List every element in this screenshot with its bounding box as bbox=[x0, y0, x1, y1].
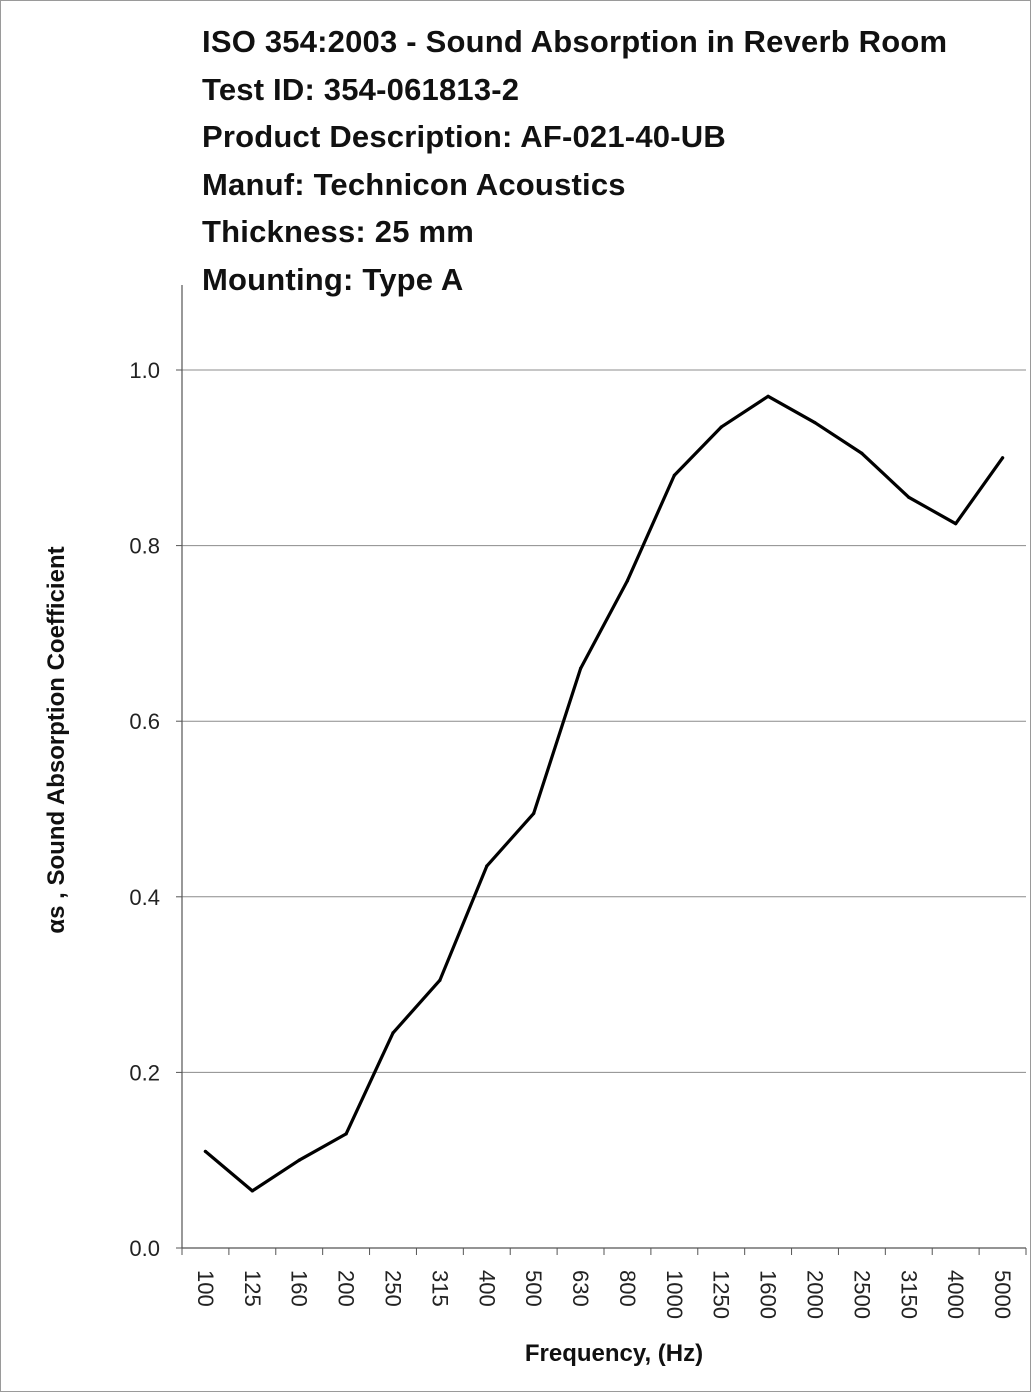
data-point bbox=[578, 666, 583, 671]
x-tick-label: 160 bbox=[287, 1270, 312, 1307]
x-tick-label: 125 bbox=[240, 1270, 265, 1307]
data-point bbox=[203, 1149, 208, 1154]
axes bbox=[176, 285, 1027, 1255]
x-tick-label: 250 bbox=[381, 1270, 406, 1307]
header-thickness: Thickness: 25 mm bbox=[202, 214, 474, 249]
data-point bbox=[485, 864, 489, 868]
data-point bbox=[391, 1031, 395, 1035]
data-point bbox=[250, 1189, 254, 1193]
x-tick-label: 400 bbox=[474, 1270, 499, 1307]
header-title: ISO 354:2003 - Sound Absorption in Rever… bbox=[202, 24, 948, 59]
grid-lines bbox=[182, 369, 1026, 1073]
data-point bbox=[813, 421, 817, 425]
x-tick-label: 630 bbox=[568, 1270, 593, 1307]
x-tick-label: 100 bbox=[193, 1270, 218, 1307]
x-tick-label: 2000 bbox=[803, 1270, 828, 1319]
header-mounting: Mounting: Type A bbox=[202, 261, 464, 297]
data-point bbox=[954, 522, 958, 526]
y-tick-labels: 0.0 0.2 0.4 0.6 0.8 1.0 bbox=[129, 358, 160, 1261]
x-tick-labels: 100 125 160 200 250 315 400 500 630 800 1000 1250 16… bbox=[193, 1270, 1015, 1319]
data-point bbox=[532, 811, 536, 815]
header-manufacturer: Manuf: Technicon Acoustics bbox=[202, 166, 626, 202]
y-tick-label: 0.8 bbox=[129, 534, 160, 559]
y-tick-label: 0.2 bbox=[129, 1060, 160, 1085]
data-point bbox=[344, 1132, 348, 1136]
x-tick-label: 5000 bbox=[990, 1270, 1015, 1319]
data-point bbox=[672, 473, 676, 477]
y-axis-title: αs , Sound Absorption Coefficient bbox=[43, 546, 70, 933]
x-tick-label: 1250 bbox=[709, 1270, 734, 1319]
y-tick-label: 0.6 bbox=[129, 709, 160, 734]
x-tick-label: 4000 bbox=[943, 1270, 968, 1319]
y-tick-label: 1.0 bbox=[129, 358, 160, 383]
data-point bbox=[438, 978, 442, 982]
x-tick-label: 2500 bbox=[849, 1270, 874, 1319]
data-point bbox=[719, 425, 723, 429]
data-point bbox=[766, 394, 770, 398]
y-tick-label: 0.0 bbox=[129, 1236, 160, 1261]
x-tick-label: 1000 bbox=[662, 1270, 687, 1319]
x-tick-label: 500 bbox=[521, 1270, 546, 1307]
header-product-description: Product Description: AF-021-40-UB bbox=[202, 119, 726, 154]
series-line bbox=[203, 394, 1005, 1193]
x-tick-label: 800 bbox=[615, 1270, 640, 1307]
x-tick-label: 315 bbox=[427, 1270, 452, 1307]
data-point bbox=[297, 1158, 301, 1162]
data-point bbox=[1000, 456, 1005, 460]
x-axis-title: Frequency, (Hz) bbox=[525, 1340, 703, 1367]
data-point bbox=[907, 495, 911, 499]
x-tick-label: 1600 bbox=[756, 1270, 781, 1319]
data-series bbox=[203, 394, 1005, 1193]
chart-header: ISO 354:2003 - Sound Absorption in Rever… bbox=[202, 22, 947, 307]
data-point bbox=[860, 451, 864, 456]
x-tick-label: 200 bbox=[334, 1270, 359, 1307]
header-test-id: Test ID: 354-061813-2 bbox=[202, 71, 520, 107]
y-tick-label: 0.4 bbox=[129, 885, 160, 910]
x-tick-label: 3150 bbox=[896, 1270, 921, 1319]
data-point bbox=[625, 579, 630, 583]
